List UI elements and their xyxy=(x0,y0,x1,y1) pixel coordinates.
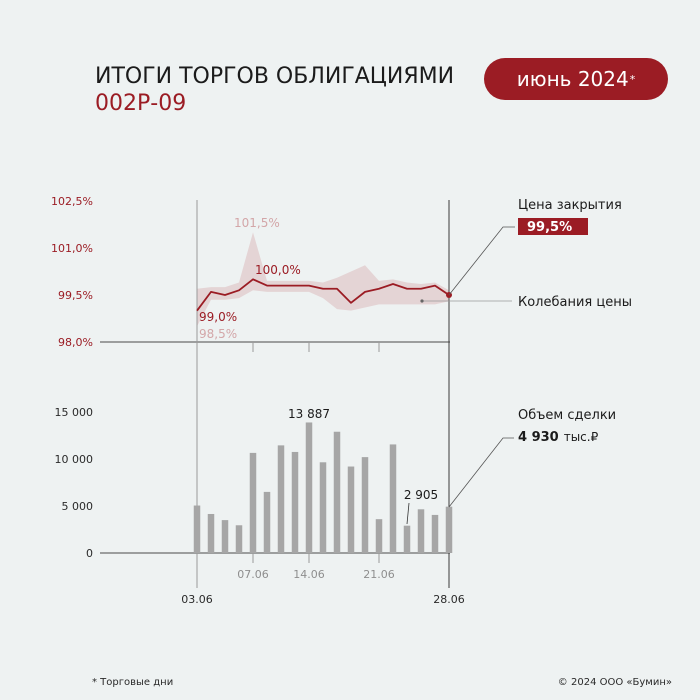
volume-bar xyxy=(431,514,439,553)
x-tick-label-minor: 07.06 xyxy=(237,568,269,581)
volume-bar xyxy=(445,506,453,553)
price-y-tick-label: 101,0% xyxy=(51,242,93,255)
axes-layer xyxy=(100,200,450,588)
price-low-min-label: 98,5% xyxy=(199,327,237,341)
close-start-label: 99,0% xyxy=(199,310,237,324)
x-tick-label-minor: 14.06 xyxy=(293,568,325,581)
volume-min-label: 2 905 xyxy=(404,488,438,502)
volume-legend-label: Объем сделки xyxy=(518,408,616,423)
volume-bar xyxy=(403,525,411,553)
bond-issue-subtitle: 002Р-09 xyxy=(95,91,187,116)
x-tick-label-major: 28.06 xyxy=(433,593,465,606)
close-price-legend-label: Цена закрытия xyxy=(518,198,622,213)
price-high-max-label: 101,5% xyxy=(234,216,280,230)
price-y-tick-label: 99,5% xyxy=(58,289,93,302)
volume-leader-line xyxy=(448,437,514,508)
price-y-tick-label: 98,0% xyxy=(58,336,93,349)
volume-bar xyxy=(249,452,257,553)
period-badge: июнь 2024 * xyxy=(484,58,668,100)
volume-bar xyxy=(417,509,425,553)
volume-bar xyxy=(207,513,215,553)
volume-bar xyxy=(305,422,313,553)
volume-bar xyxy=(389,444,397,553)
price-range-legend-label: Колебания цены xyxy=(518,295,632,310)
tick-labels-layer: 03.06 28.06 07.06 14.06 21.06 102,5% 101,0% 99,… xyxy=(51,195,465,606)
volume-bar xyxy=(193,505,201,553)
close-price-line xyxy=(196,278,450,312)
volume-bar xyxy=(319,462,327,553)
volume-bar xyxy=(235,525,243,553)
volume-bar xyxy=(347,466,355,553)
volume-bar xyxy=(221,520,229,553)
volume-bar xyxy=(361,457,369,553)
volume-bar xyxy=(333,431,341,553)
volume-value: 4 930 xyxy=(518,430,559,445)
x-tick-label-major: 03.06 xyxy=(181,593,213,606)
volume-bar xyxy=(263,491,271,553)
copyright: © 2024 ООО «Бумин» xyxy=(558,677,672,688)
volume-y-tick-label: 10 000 xyxy=(55,453,94,466)
price-y-tick-label: 102,5% xyxy=(51,195,93,208)
price-range-leader-dot xyxy=(420,299,424,303)
volume-y-tick-label: 15 000 xyxy=(55,406,94,419)
volume-y-tick-label: 0 xyxy=(86,547,93,560)
x-tick-label-minor: 21.06 xyxy=(363,568,395,581)
price-range-band xyxy=(197,232,449,327)
close-price-value-badge xyxy=(518,218,588,235)
close-max-label: 100,0% xyxy=(255,263,301,277)
volume-unit: тыс.₽ xyxy=(564,430,599,444)
volume-min-leader-line xyxy=(406,502,410,525)
volume-bar xyxy=(277,445,285,553)
price-band-layer xyxy=(197,232,449,327)
close-price-leader-line xyxy=(448,226,515,296)
close-price-value: 99,5% xyxy=(527,220,572,235)
period-badge-footnote-mark: * xyxy=(629,72,636,86)
volume-legend-value-group: 4 930 тыс.₽ xyxy=(518,430,599,445)
volume-bars-layer xyxy=(193,422,453,553)
period-badge-label: июнь 2024 xyxy=(516,67,629,91)
volume-max-label: 13 887 xyxy=(288,407,330,421)
volume-y-tick-label: 5 000 xyxy=(62,500,94,513)
page-title: ИТОГИ ТОРГОВ ОБЛИГАЦИЯМИ xyxy=(95,64,455,89)
footnote: * Торговые дни xyxy=(92,677,173,688)
volume-bar xyxy=(375,519,383,553)
volume-bar xyxy=(291,451,299,553)
